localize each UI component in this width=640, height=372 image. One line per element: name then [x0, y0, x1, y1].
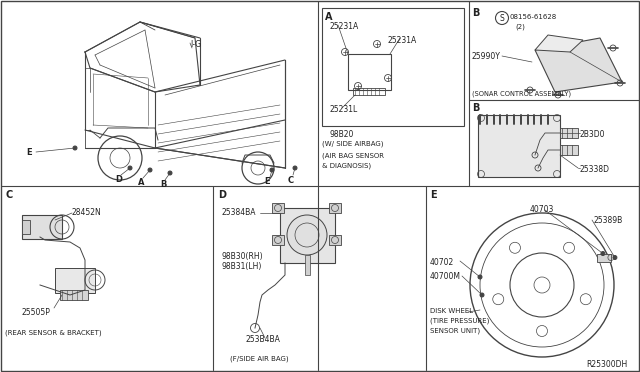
Text: (AIR BAG SENSOR: (AIR BAG SENSOR: [322, 152, 384, 158]
Text: 40703: 40703: [530, 205, 554, 214]
Bar: [322, 8, 464, 126]
Text: (F/SIDE AIR BAG): (F/SIDE AIR BAG): [230, 355, 289, 362]
Text: SENSOR UNIT): SENSOR UNIT): [430, 328, 480, 334]
Text: 25338D: 25338D: [580, 165, 610, 174]
Text: (SONAR CONTROL ASSEMBLY): (SONAR CONTROL ASSEMBLY): [472, 90, 571, 96]
Text: B: B: [472, 8, 479, 18]
Circle shape: [73, 146, 77, 150]
Text: 40700M: 40700M: [430, 272, 461, 281]
Polygon shape: [535, 35, 583, 52]
Text: (W/ SIDE AIRBAG): (W/ SIDE AIRBAG): [322, 140, 383, 147]
Circle shape: [128, 166, 132, 170]
Text: 25384BA: 25384BA: [222, 208, 257, 217]
Text: DISK WHEEL: DISK WHEEL: [430, 308, 473, 314]
Circle shape: [613, 256, 617, 260]
Bar: [560, 145, 578, 155]
Text: C: C: [5, 190, 12, 200]
Bar: [305, 255, 310, 275]
Text: C: C: [288, 176, 294, 185]
Text: (2): (2): [515, 23, 525, 29]
Text: 98B30(RH): 98B30(RH): [222, 252, 264, 261]
Bar: [478, 115, 560, 177]
Text: (TIRE PRESSURE): (TIRE PRESSURE): [430, 318, 490, 324]
Text: R25300DH: R25300DH: [586, 360, 627, 369]
Text: 40702: 40702: [430, 258, 454, 267]
Bar: [348, 54, 391, 90]
Circle shape: [480, 293, 484, 297]
Circle shape: [601, 251, 605, 256]
Text: S: S: [500, 13, 504, 22]
Bar: [560, 128, 578, 138]
Bar: [272, 203, 284, 213]
Text: E: E: [430, 190, 436, 200]
Circle shape: [478, 275, 482, 279]
Text: 2B3D0: 2B3D0: [580, 130, 605, 139]
Text: 98B20: 98B20: [330, 130, 355, 139]
Text: 25990Y: 25990Y: [472, 52, 501, 61]
Bar: [280, 208, 335, 263]
Text: A: A: [325, 12, 333, 22]
Bar: [329, 235, 341, 245]
Text: & DIAGNOSIS): & DIAGNOSIS): [322, 162, 371, 169]
Text: 25231L: 25231L: [330, 105, 358, 114]
Bar: [597, 254, 611, 262]
Text: 25389B: 25389B: [593, 216, 622, 225]
Text: B: B: [160, 180, 166, 189]
Text: D: D: [115, 175, 122, 184]
Text: 25231A: 25231A: [388, 36, 417, 45]
Text: E: E: [264, 177, 269, 186]
Bar: [55, 268, 95, 293]
Bar: [329, 203, 341, 213]
Text: A: A: [138, 178, 145, 187]
Text: 25505P: 25505P: [22, 308, 51, 317]
Circle shape: [148, 168, 152, 172]
Circle shape: [270, 168, 274, 172]
Circle shape: [168, 171, 172, 175]
Bar: [60, 290, 88, 300]
Circle shape: [293, 166, 297, 170]
Bar: [353, 88, 385, 95]
Text: 28452N: 28452N: [72, 208, 102, 217]
Text: 253B4BA: 253B4BA: [245, 335, 280, 344]
Text: 08156-61628: 08156-61628: [510, 14, 557, 20]
Text: 98B31(LH): 98B31(LH): [222, 262, 262, 271]
Text: D: D: [218, 190, 226, 200]
Text: 25231A: 25231A: [330, 22, 359, 31]
Text: I-G: I-G: [190, 40, 201, 49]
Bar: [22, 220, 30, 234]
Bar: [272, 235, 284, 245]
Text: E: E: [26, 148, 31, 157]
Polygon shape: [535, 38, 622, 92]
Text: B: B: [472, 103, 479, 113]
Circle shape: [287, 215, 327, 255]
Text: (REAR SENSOR & BRACKET): (REAR SENSOR & BRACKET): [5, 330, 102, 337]
Bar: [22, 215, 62, 239]
